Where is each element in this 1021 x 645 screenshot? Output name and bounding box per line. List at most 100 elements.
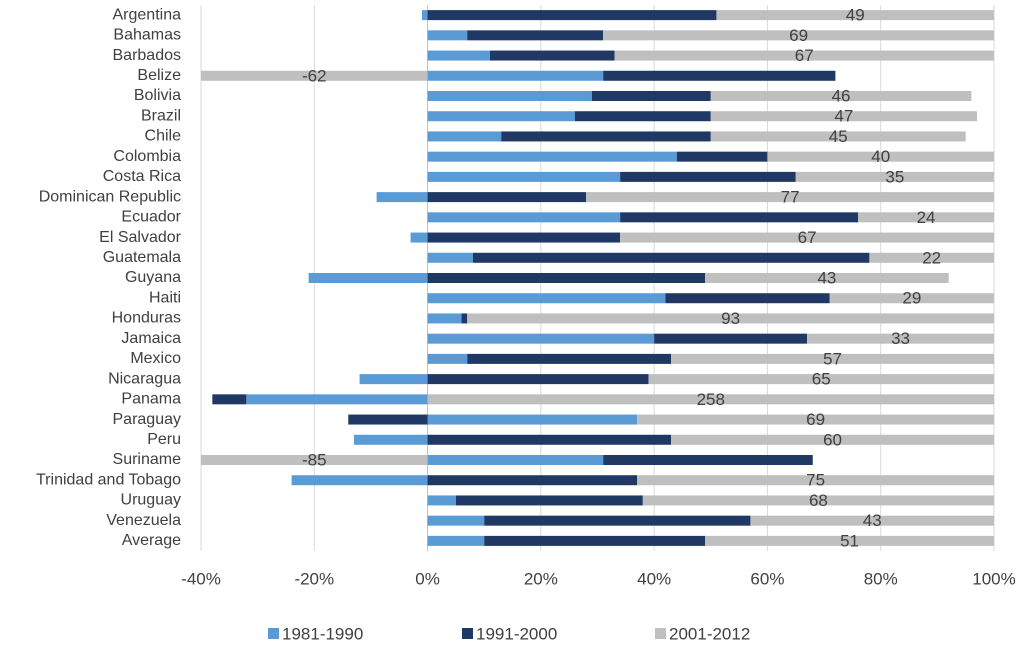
bar-segment <box>676 151 768 162</box>
bar-segment <box>620 171 796 182</box>
y-tick-label: Suriname <box>113 451 182 468</box>
y-tick-label: Argentina <box>113 6 182 23</box>
bar-segment <box>484 535 706 546</box>
bar-segment <box>427 70 604 81</box>
x-tick-label: 20% <box>524 569 558 588</box>
data-label: 35 <box>885 167 904 186</box>
data-label: 57 <box>823 349 842 368</box>
bar-segment <box>427 151 677 162</box>
bar-segment <box>705 535 994 546</box>
x-tick-label: 80% <box>864 569 898 588</box>
y-tick-label: Uruguay <box>121 492 181 509</box>
bar-segment <box>637 414 994 425</box>
bar-segment <box>376 192 428 203</box>
bar-segment <box>291 475 428 486</box>
bar-segment <box>427 91 592 101</box>
bar-segment <box>654 333 808 344</box>
bar-segment <box>427 333 655 344</box>
y-tick-label: Belize <box>137 67 181 84</box>
data-label: 67 <box>798 228 817 247</box>
y-tick-label: Barbados <box>113 47 182 64</box>
y-tick-label: Dominican Republic <box>39 188 181 205</box>
bar-segment <box>201 70 428 81</box>
bar-segment <box>359 374 428 385</box>
bar-segment <box>467 30 604 41</box>
bar-segment <box>716 10 994 21</box>
bar-segment <box>427 232 621 243</box>
y-tick-label: Peru <box>147 431 181 448</box>
bar-segment <box>427 212 621 223</box>
bar-segment <box>807 333 994 344</box>
bar-segment <box>427 111 575 122</box>
data-label: 51 <box>840 531 859 550</box>
legend-label: 2001-2012 <box>669 624 750 643</box>
data-label: 43 <box>863 511 882 530</box>
data-label: 65 <box>812 370 831 389</box>
bar-segment <box>501 131 711 142</box>
y-tick-label: Haiti <box>149 289 181 306</box>
bar-segment <box>427 252 473 263</box>
y-tick-label: Costa Rica <box>103 168 181 185</box>
bar-segment <box>637 475 994 486</box>
data-label: 47 <box>834 107 853 126</box>
data-label: 68 <box>809 491 828 510</box>
y-tick-label: Honduras <box>112 310 181 327</box>
data-label: 60 <box>823 430 842 449</box>
y-tick-label: Jamaica <box>121 330 181 347</box>
y-tick-label: Average <box>122 532 181 549</box>
bar-segment <box>750 515 994 526</box>
x-tick-label: 100% <box>972 569 1015 588</box>
y-tick-label: Chile <box>145 128 182 145</box>
x-tick-label: -20% <box>294 569 334 588</box>
y-tick-label: Brazil <box>141 107 181 124</box>
data-label: -62 <box>302 66 327 85</box>
bar-segment <box>427 535 485 546</box>
bar-segment <box>710 131 966 142</box>
y-tick-label: Bahamas <box>113 27 181 44</box>
legend-swatch <box>655 628 666 639</box>
data-label: 40 <box>871 147 890 166</box>
bar-segment <box>484 515 751 526</box>
data-label: 22 <box>922 248 941 267</box>
bar-segment <box>869 252 994 263</box>
x-tick-label: 0% <box>415 569 440 588</box>
bar-segment <box>467 353 672 364</box>
bar-segment <box>574 111 711 122</box>
data-label: 258 <box>697 390 725 409</box>
y-tick-label: Paraguay <box>113 411 182 428</box>
data-label: 29 <box>902 289 921 308</box>
bar-segment <box>586 192 994 203</box>
bar-segment <box>348 414 428 425</box>
bar-segment <box>591 91 711 101</box>
bar-segment <box>642 495 994 506</box>
bar-segment <box>427 455 604 465</box>
bars <box>201 10 994 546</box>
bar-segment <box>427 131 502 142</box>
bar-segment <box>201 455 428 465</box>
bar-segment <box>603 70 836 81</box>
data-label: 75 <box>806 471 825 490</box>
y-tick-label: Mexico <box>130 350 181 367</box>
bar-segment <box>648 374 994 385</box>
bar-segment <box>710 91 972 101</box>
bar-segment <box>427 475 638 486</box>
y-tick-label: Bolivia <box>134 87 181 104</box>
data-label: 77 <box>781 188 800 207</box>
bar-segment <box>427 273 706 283</box>
x-tick-label: -40% <box>181 569 221 588</box>
bar-segment <box>603 30 994 41</box>
bar-segment <box>353 434 428 445</box>
y-tick-label: Guyana <box>125 269 181 286</box>
legend-swatch <box>462 628 473 639</box>
y-tick-label: Guatemala <box>103 249 181 266</box>
data-label: -85 <box>302 450 327 469</box>
labels: -40% -20% 0% 20% 40% 60% 80% 100% Argentina 49 Bah… <box>36 6 1016 644</box>
bar-segment <box>427 313 462 324</box>
legend-label: 1991-2000 <box>476 624 557 643</box>
x-tick-label: 40% <box>637 569 671 588</box>
bar-segment <box>427 374 649 385</box>
bar-segment <box>427 353 468 364</box>
y-tick-label: Nicaragua <box>108 370 181 387</box>
bar-segment <box>212 394 247 405</box>
